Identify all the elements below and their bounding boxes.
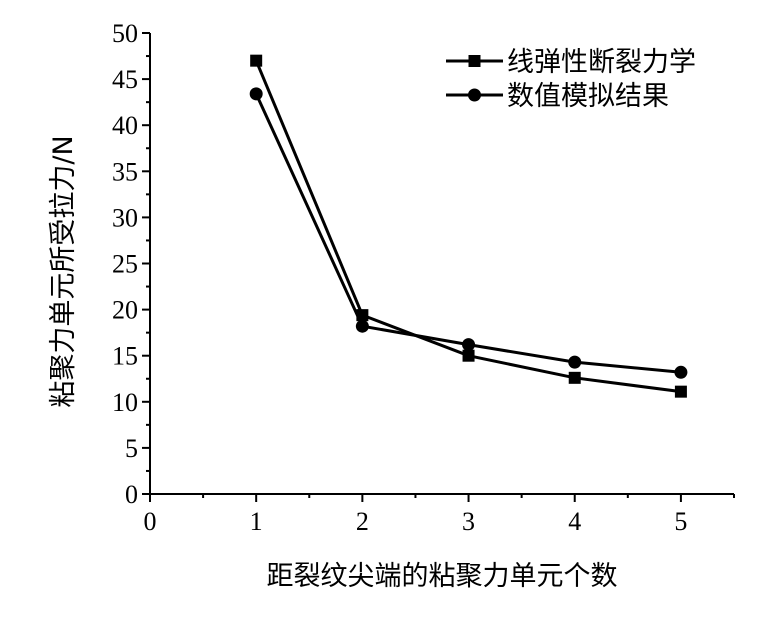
legend-marker-square [468, 55, 481, 67]
legend-label: 线弹性断裂力学 [507, 47, 696, 78]
y-tick-label: 35 [112, 157, 138, 186]
data-point-circle [462, 338, 476, 352]
y-tick-label: 10 [112, 388, 138, 417]
x-tick-label: 2 [356, 507, 369, 536]
series-2 [249, 87, 688, 379]
y-tick-label: 50 [112, 19, 138, 48]
x-tick-label: 5 [674, 507, 687, 536]
legend-item-1: 线弹性断裂力学 [446, 47, 696, 78]
x-tick-label: 1 [250, 507, 263, 536]
y-tick-label: 40 [112, 111, 138, 140]
series-line [254, 93, 682, 374]
legend-item-2: 数值模拟结果 [446, 81, 669, 112]
y-tick-label: 30 [112, 203, 138, 232]
y-tick-label: 25 [112, 250, 138, 279]
y-tick-label: 0 [125, 480, 138, 509]
data-point-circle [568, 355, 582, 369]
y-tick-label: 15 [112, 342, 138, 371]
data-point-circle [674, 365, 688, 379]
x-tick-label: 3 [462, 507, 475, 536]
x-axis-title: 距裂纹尖端的粘聚力单元个数 [267, 561, 618, 592]
data-point-circle [355, 319, 369, 333]
data-point-square [250, 54, 263, 67]
y-tick-label: 5 [125, 434, 138, 463]
data-point-square [674, 385, 687, 398]
x-tick-label: 4 [568, 507, 581, 536]
y-axis-title: 粘聚力单元所受拉力/N [48, 135, 79, 407]
legend-label: 数值模拟结果 [507, 81, 669, 112]
data-point-circle [249, 87, 263, 101]
series-layer [249, 54, 688, 398]
y-tick-label: 45 [112, 65, 138, 94]
data-point-square [462, 349, 475, 362]
y-tick-label: 20 [112, 296, 138, 325]
x-tick-label: 0 [144, 507, 157, 536]
legend-marker-circle [468, 88, 481, 102]
data-point-square [568, 371, 581, 384]
